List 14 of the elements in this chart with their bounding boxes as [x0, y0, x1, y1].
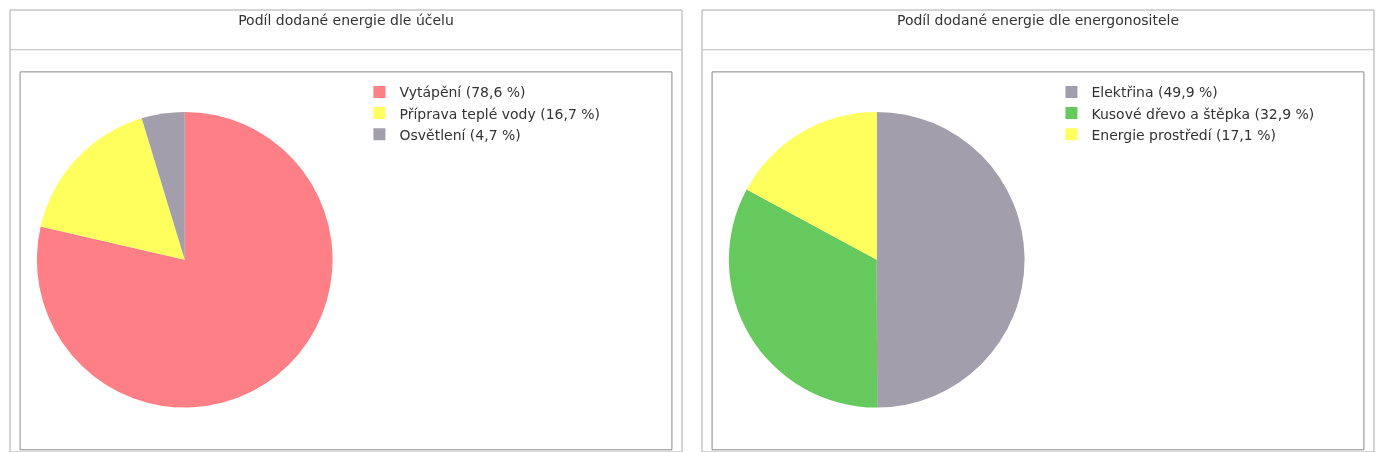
- pie-slice: [40, 118, 185, 260]
- legend-label: Energie prostředí (17,1 %): [1091, 126, 1276, 143]
- legend-label: Elektřina (49,9 %): [1091, 84, 1218, 101]
- pie-slice: [876, 111, 1025, 408]
- chart-title: Podíl dodané energie dle účelu: [238, 12, 454, 29]
- legend-label: Příprava teplé vody (16,7 %): [399, 105, 601, 122]
- legend-label: Osvětlení (4,7 %): [399, 126, 521, 143]
- pie-slice: [728, 189, 878, 408]
- pie-slice: [746, 111, 877, 260]
- pie-slice: [141, 111, 185, 260]
- legend-label: Vytápění (78,6 %): [399, 84, 526, 101]
- legend-label: Kusové dřevo a štěpka (32,9 %): [1091, 105, 1315, 122]
- pie-slice: [36, 111, 333, 408]
- chart-title: Podíl dodané energie dle energonositele: [896, 12, 1180, 29]
